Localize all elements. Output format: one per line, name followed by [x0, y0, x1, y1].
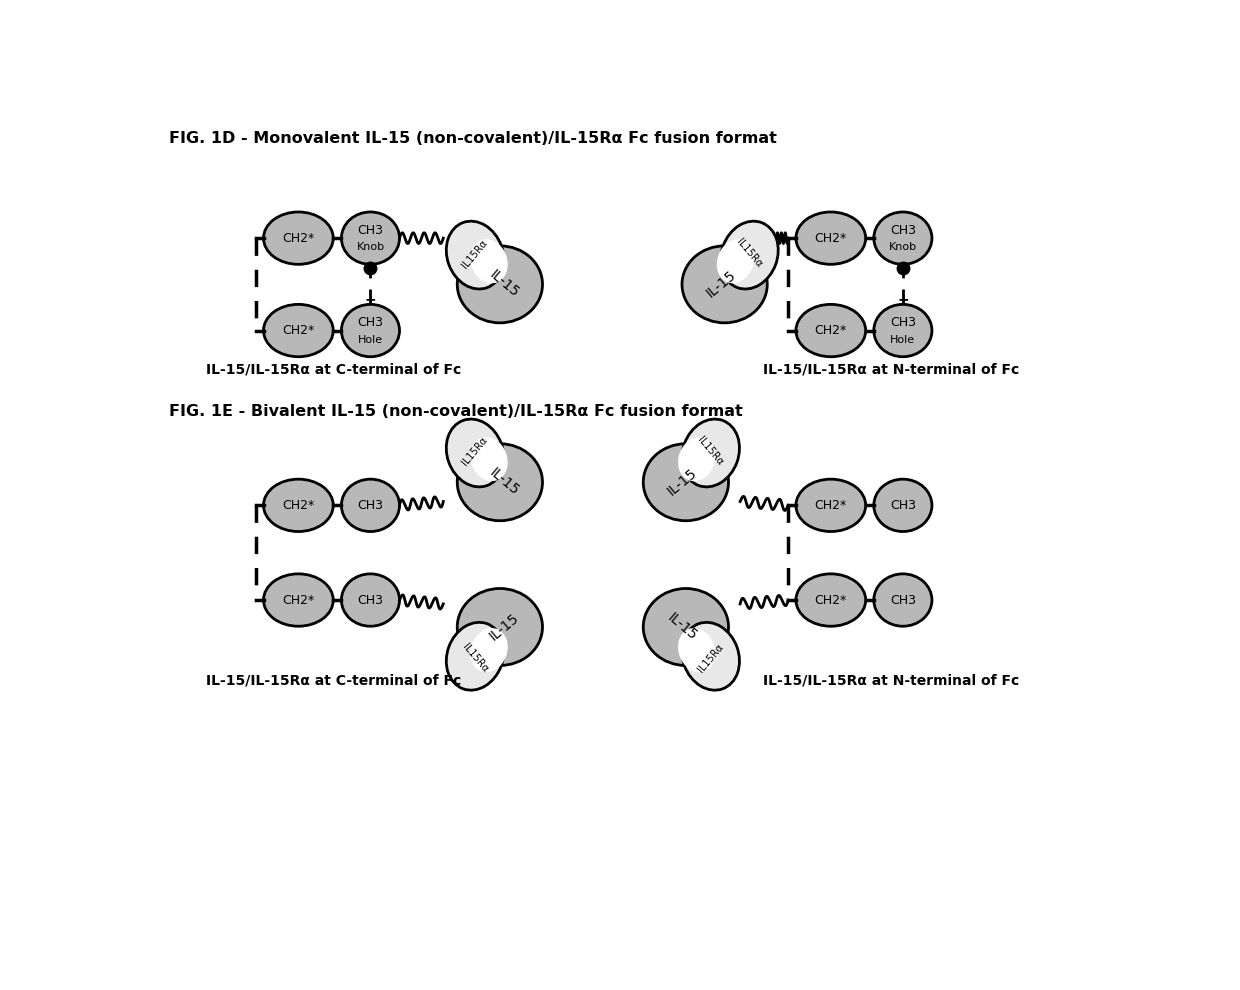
Ellipse shape	[796, 304, 866, 356]
Ellipse shape	[470, 438, 507, 481]
Text: CH2*: CH2*	[283, 499, 315, 512]
Text: IL-15/IL-15Rα at C-terminal of Fc: IL-15/IL-15Rα at C-terminal of Fc	[206, 362, 461, 376]
Text: Knob: Knob	[356, 243, 384, 252]
Text: CH2*: CH2*	[815, 499, 847, 512]
Ellipse shape	[470, 628, 507, 672]
Text: CH3: CH3	[357, 499, 383, 512]
Ellipse shape	[720, 221, 779, 289]
Ellipse shape	[874, 304, 932, 356]
Ellipse shape	[446, 221, 503, 289]
Ellipse shape	[341, 479, 399, 532]
Text: CH3: CH3	[890, 594, 916, 607]
Ellipse shape	[717, 240, 754, 283]
Ellipse shape	[446, 419, 503, 487]
Ellipse shape	[796, 574, 866, 627]
Text: CH3: CH3	[890, 317, 916, 330]
Ellipse shape	[796, 212, 866, 264]
Text: IL-15/IL-15Rα at N-terminal of Fc: IL-15/IL-15Rα at N-terminal of Fc	[763, 674, 1019, 688]
Text: IL15Rα: IL15Rα	[460, 642, 490, 674]
Text: Knob: Knob	[889, 243, 916, 252]
Ellipse shape	[682, 623, 739, 690]
Ellipse shape	[341, 304, 399, 356]
Text: CH3: CH3	[357, 594, 383, 607]
Ellipse shape	[263, 574, 334, 627]
Ellipse shape	[263, 212, 334, 264]
Text: IL15Rα: IL15Rα	[696, 642, 725, 674]
Ellipse shape	[678, 438, 715, 481]
Text: +: +	[897, 293, 909, 307]
Text: IL-15/IL-15Rα at C-terminal of Fc: IL-15/IL-15Rα at C-terminal of Fc	[206, 674, 461, 688]
Text: CH2*: CH2*	[815, 324, 847, 337]
Ellipse shape	[644, 588, 729, 665]
Ellipse shape	[458, 246, 543, 323]
Text: IL15Rα: IL15Rα	[734, 238, 764, 270]
Ellipse shape	[470, 240, 507, 283]
Ellipse shape	[874, 574, 932, 627]
Text: IL-15: IL-15	[486, 466, 521, 499]
Ellipse shape	[446, 623, 503, 690]
Text: IL-15: IL-15	[665, 466, 699, 499]
Ellipse shape	[874, 479, 932, 532]
Ellipse shape	[263, 479, 334, 532]
Text: +: +	[365, 293, 376, 307]
Text: CH2*: CH2*	[283, 594, 315, 607]
Ellipse shape	[458, 588, 543, 665]
Text: CH2*: CH2*	[815, 594, 847, 607]
Ellipse shape	[796, 479, 866, 532]
Text: IL-15/IL-15Rα at N-terminal of Fc: IL-15/IL-15Rα at N-terminal of Fc	[763, 362, 1019, 376]
Ellipse shape	[682, 419, 739, 487]
Text: CH3: CH3	[357, 224, 383, 237]
Ellipse shape	[341, 212, 399, 264]
Text: CH3: CH3	[890, 224, 916, 237]
Ellipse shape	[458, 444, 543, 521]
Ellipse shape	[644, 444, 729, 521]
Text: IL15Rα: IL15Rα	[460, 238, 490, 270]
Text: IL-15: IL-15	[486, 611, 521, 644]
Text: CH3: CH3	[357, 317, 383, 330]
Ellipse shape	[682, 246, 768, 323]
Text: FIG. 1D - Monovalent IL-15 (non-covalent)/IL-15Rα Fc fusion format: FIG. 1D - Monovalent IL-15 (non-covalent…	[169, 131, 776, 146]
Text: CH3: CH3	[890, 499, 916, 512]
Text: IL15Rα: IL15Rα	[696, 436, 725, 467]
Text: CH2*: CH2*	[283, 232, 315, 245]
Ellipse shape	[678, 628, 715, 672]
Text: Hole: Hole	[358, 335, 383, 345]
Text: CH2*: CH2*	[283, 324, 315, 337]
Text: IL-15: IL-15	[665, 611, 699, 644]
Ellipse shape	[341, 574, 399, 627]
Ellipse shape	[263, 304, 334, 356]
Text: IL-15: IL-15	[703, 268, 738, 301]
Text: CH2*: CH2*	[815, 232, 847, 245]
Ellipse shape	[874, 212, 932, 264]
Text: FIG. 1E - Bivalent IL-15 (non-covalent)/IL-15Rα Fc fusion format: FIG. 1E - Bivalent IL-15 (non-covalent)/…	[169, 404, 743, 419]
Text: IL15Rα: IL15Rα	[460, 436, 490, 467]
Text: Hole: Hole	[890, 335, 915, 345]
Text: IL-15: IL-15	[486, 268, 521, 301]
